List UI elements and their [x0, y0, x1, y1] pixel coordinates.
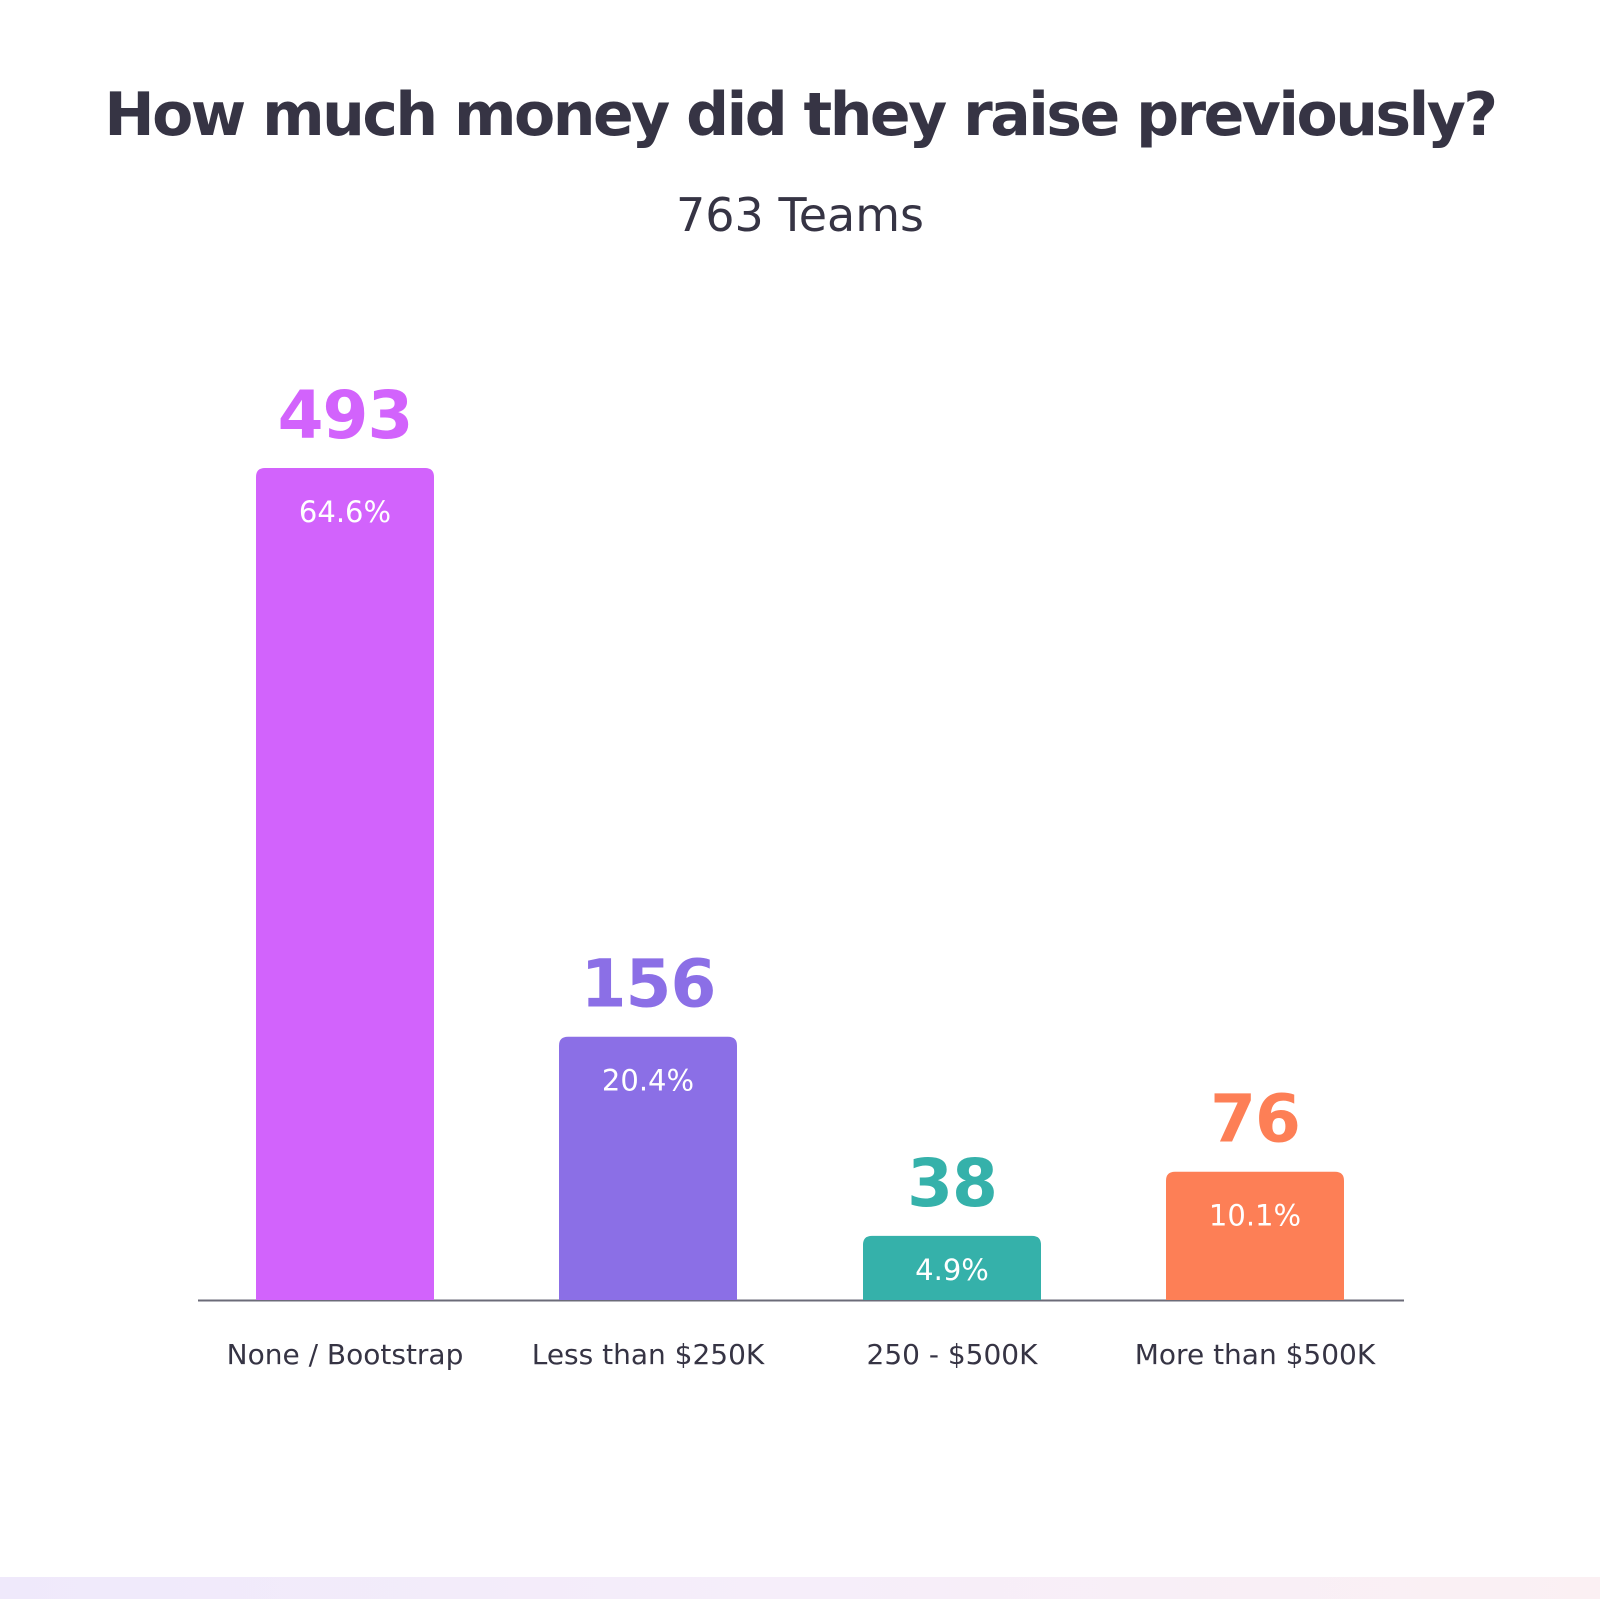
percent-label-2: 20.4% [602, 1064, 694, 1098]
bar-3 [863, 1235, 1041, 1300]
bottom-decorative-strip [0, 1577, 1600, 1599]
percent-label-1: 64.6% [299, 495, 391, 529]
category-label-3: 250 - $500K [867, 1338, 1039, 1371]
page-subtitle: 763 Teams [676, 188, 924, 242]
value-label-3: 38 [907, 1145, 997, 1222]
category-label-1: None / Bootstrap [227, 1338, 464, 1371]
value-label-1: 493 [278, 377, 413, 454]
category-label-2: Less than $250K [532, 1338, 765, 1371]
percent-label-3: 4.9% [915, 1253, 989, 1287]
bar-4 [1166, 1171, 1344, 1300]
bar-1 [256, 468, 434, 1300]
percent-label-4: 10.1% [1209, 1199, 1301, 1233]
value-label-2: 156 [581, 946, 716, 1023]
category-label-4: More than $500K [1135, 1338, 1376, 1371]
bar-2 [559, 1036, 737, 1300]
value-label-4: 76 [1210, 1081, 1300, 1158]
page-title: How much money did they raise previously… [104, 80, 1498, 150]
